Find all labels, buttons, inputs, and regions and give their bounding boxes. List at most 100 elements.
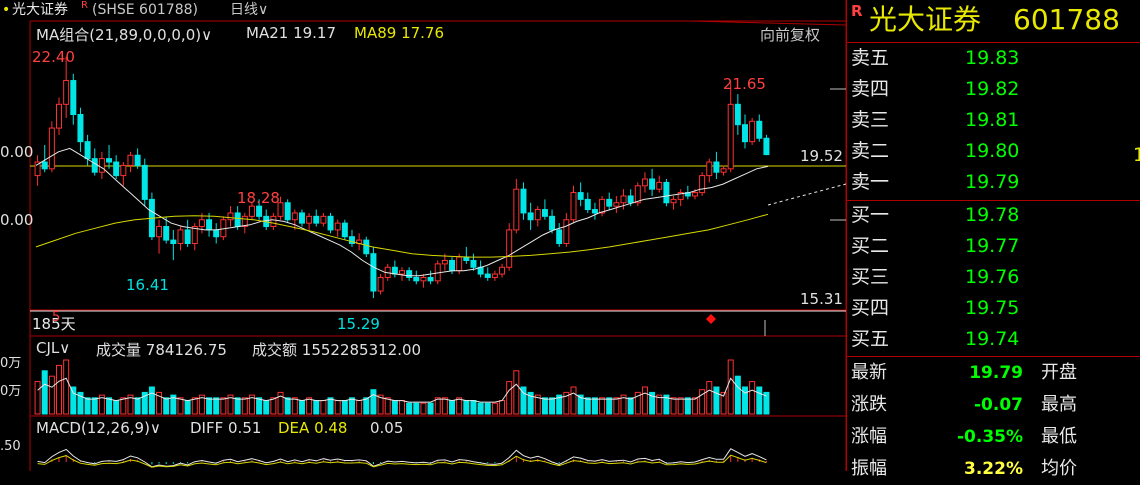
volume-bar	[563, 391, 570, 415]
macd-readout: 0.05	[370, 419, 404, 437]
volume-bar	[477, 402, 484, 415]
candle-body	[56, 103, 63, 129]
candle-body	[256, 205, 263, 217]
volume-bar	[313, 400, 320, 415]
candle-body	[48, 127, 55, 170]
candle-body	[284, 202, 291, 221]
volume-bar	[184, 400, 191, 415]
candle-body	[656, 181, 663, 190]
candle-body	[98, 158, 105, 173]
period-selector[interactable]: 日线∨	[230, 0, 268, 20]
candle-body	[234, 212, 241, 228]
ma-indicator-label: MA组合(21,89,0,0,0,0)	[36, 26, 202, 44]
candle-body	[306, 215, 313, 224]
candle-body	[534, 209, 541, 221]
ask-row[interactable]: 卖三 19.81	[847, 105, 1140, 136]
candle-body	[456, 256, 463, 272]
volume-axis-label: 0万	[0, 384, 22, 399]
bid-row[interactable]: 买四 19.75	[847, 293, 1140, 324]
quote-label: 最高	[1041, 394, 1077, 415]
ask-price: 19.83	[965, 47, 1020, 69]
candle-body	[170, 239, 177, 245]
macd-indicator-label: MACD(12,26,9)	[36, 419, 150, 437]
ma89-readout: MA89 17.76	[354, 24, 445, 42]
candle-body	[499, 266, 506, 275]
candle-body	[198, 219, 205, 228]
volume-bar	[463, 400, 470, 415]
volume-bar	[341, 400, 348, 415]
candle-body	[277, 202, 284, 217]
volume-bar	[106, 397, 113, 415]
ask-row[interactable]: 卖二 19.80	[847, 136, 1140, 167]
volume-bar	[734, 375, 741, 415]
candle-series	[34, 56, 770, 299]
quote-panel: R 光大证券 601788 卖五 19.83 卖四 19.82 卖三 19.81 卖二 19.…	[846, 0, 1140, 479]
candle-body	[706, 161, 713, 177]
macd-axis-label: .50	[0, 439, 21, 454]
rights-mark: R	[81, 0, 88, 11]
volume-bar	[470, 400, 477, 415]
kline-chart[interactable]	[0, 0, 846, 471]
candle-body	[34, 161, 41, 177]
volume-bar	[41, 370, 48, 415]
volume-bar	[70, 386, 77, 415]
candle-body	[670, 198, 677, 204]
bid-row[interactable]: 买三 19.76	[847, 262, 1140, 293]
bid-row[interactable]: 买一 19.78	[847, 200, 1140, 231]
volume-bar	[520, 386, 527, 415]
ask-level-label: 卖四	[851, 78, 890, 100]
ask-row[interactable]: 卖五 19.83	[847, 43, 1140, 74]
ma89-line	[35, 213, 769, 258]
ask-book: 卖五 19.83 卖四 19.82 卖三 19.81 卖二 19.80 卖一 19.79	[847, 43, 1140, 201]
macd-indicator-selector[interactable]: MACD(12,26,9)∨	[36, 419, 161, 437]
volume-bar	[141, 391, 148, 415]
candle-body	[84, 141, 91, 160]
bullet-icon: •	[2, 2, 11, 18]
candle-body	[120, 164, 127, 177]
volume-bar	[620, 394, 627, 415]
ask-price: 19.79	[965, 171, 1020, 193]
candle-body	[70, 80, 77, 116]
volume-bar	[549, 397, 556, 415]
volume-indicator-selector[interactable]: CJL∨	[36, 339, 70, 357]
volume-bar	[134, 397, 141, 415]
ask-level-label: 卖五	[851, 47, 890, 69]
candle-body	[377, 276, 384, 292]
volume-bar	[63, 359, 70, 415]
candle-body	[327, 215, 334, 231]
ma-indicator-selector[interactable]: MA组合(21,89,0,0,0,0)∨	[36, 24, 212, 45]
candle-body	[606, 198, 613, 207]
volume-bar	[706, 381, 713, 415]
volume-bar	[434, 397, 441, 415]
volume-bar	[506, 381, 513, 415]
volume-bar	[634, 391, 641, 415]
candle-body	[427, 276, 434, 282]
bid-row[interactable]: 买二 19.77	[847, 231, 1140, 262]
panel-header: R 光大证券 601788	[847, 0, 1140, 43]
ask-row[interactable]: 卖四 19.82	[847, 74, 1140, 105]
candle-body	[334, 222, 341, 231]
volume-bar	[127, 394, 134, 415]
volume-bar	[541, 397, 548, 415]
quote-label: 最低	[1041, 426, 1077, 447]
volume-bar	[684, 397, 691, 415]
volume-bar	[763, 391, 770, 415]
candle-body	[441, 259, 448, 265]
ask-row[interactable]: 卖一 19.79	[847, 167, 1140, 198]
volume-bar	[227, 394, 234, 415]
bid-row[interactable]: 买五 19.74	[847, 324, 1140, 355]
candle-body	[470, 259, 477, 268]
volume-bar	[398, 400, 406, 415]
volume-bar	[413, 402, 420, 415]
scale-low-label: 15.31	[800, 290, 843, 308]
candle-body	[563, 219, 570, 245]
volume-bar	[291, 397, 298, 415]
volume-bar	[527, 391, 534, 415]
candle-body	[570, 192, 577, 221]
adjust-mode-button[interactable]: 向前复权	[760, 26, 821, 44]
volume-bar	[606, 397, 613, 415]
candle-body	[491, 273, 498, 278]
volume-bar	[570, 386, 577, 415]
volume-bar	[320, 400, 327, 415]
candle-body	[420, 276, 427, 282]
